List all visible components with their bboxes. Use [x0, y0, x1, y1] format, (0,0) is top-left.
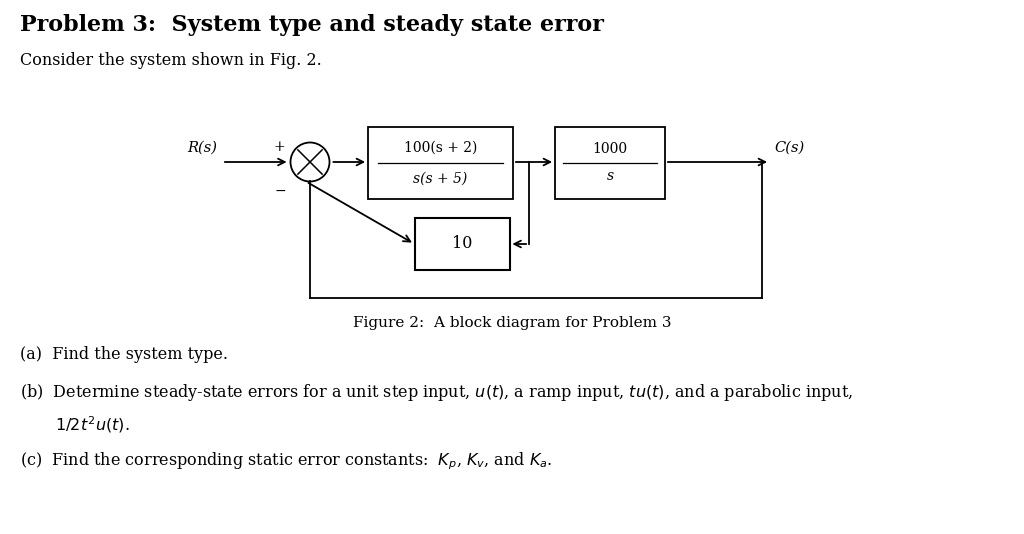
Bar [368, 127, 513, 199]
Text: R(s): R(s) [187, 141, 217, 155]
Text: −: − [274, 184, 287, 198]
Text: Consider the system shown in Fig. 2.: Consider the system shown in Fig. 2. [20, 52, 322, 69]
Text: 1000: 1000 [593, 142, 628, 156]
Text: +: + [273, 140, 286, 154]
Bar [415, 218, 510, 270]
Text: 100(s + 2): 100(s + 2) [403, 140, 477, 154]
Bar [555, 127, 665, 199]
Text: (a)  Find the system type.: (a) Find the system type. [20, 346, 228, 363]
Text: (b)  Determine steady-state errors for a unit step input, $u(t)$, a ramp input, : (b) Determine steady-state errors for a … [20, 382, 853, 403]
Text: (c)  Find the corresponding static error constants:  $K_p$, $K_v$, and $K_a$.: (c) Find the corresponding static error … [20, 450, 553, 472]
Text: s: s [606, 169, 613, 183]
Text: Problem 3:  System type and steady state error: Problem 3: System type and steady state … [20, 14, 604, 36]
Text: $1/2t^2u(t)$.: $1/2t^2u(t)$. [55, 414, 130, 435]
Text: 10: 10 [452, 235, 472, 253]
Text: Figure 2:  A block diagram for Problem 3: Figure 2: A block diagram for Problem 3 [352, 316, 672, 330]
Text: C(s): C(s) [774, 141, 804, 155]
Text: s(s + 5): s(s + 5) [414, 171, 468, 185]
